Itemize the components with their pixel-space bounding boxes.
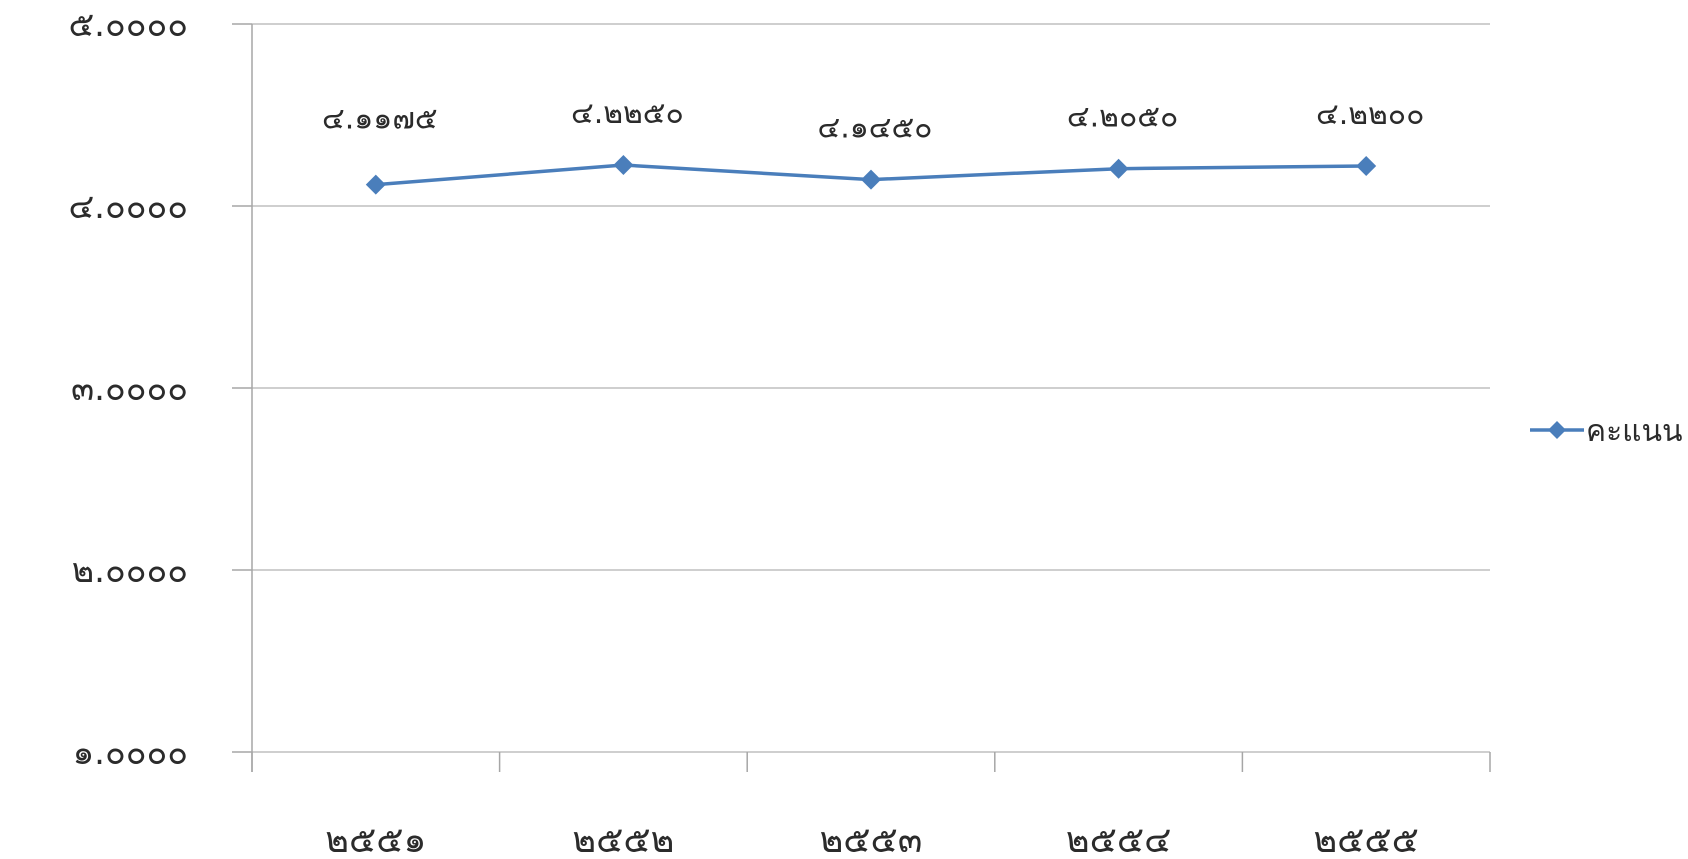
- y-tick-label: ๔.๐๐๐๐: [68, 187, 188, 227]
- series-kha-naen: [365, 155, 1377, 195]
- y-tick-label: ๕.๐๐๐๐: [68, 5, 188, 45]
- gridlines: [252, 23, 1490, 753]
- data-point-marker: [365, 174, 386, 195]
- data-label: ๔.๑๑๗๕: [322, 102, 438, 137]
- x-tick-label: ๒๕๕๓: [820, 820, 923, 859]
- legend-label: คะแนน: [1586, 414, 1683, 449]
- y-tick-label: ๒.๐๐๐๐: [72, 551, 188, 591]
- legend-diamond-marker: [1548, 421, 1566, 439]
- x-tick-label: ๒๕๕๕: [1313, 820, 1418, 859]
- y-tick-label: ๓.๐๐๐๐: [71, 369, 188, 409]
- x-axis-tick-labels: ๒๕๕๑ ๒๕๕๒ ๒๕๕๓ ๒๕๕๔ ๒๕๕๕: [325, 820, 1419, 859]
- data-point-marker: [1108, 158, 1129, 179]
- data-point-marker: [1356, 155, 1377, 176]
- x-tick-label: ๒๕๕๔: [1066, 820, 1171, 859]
- data-label: ๔.๑๔๕๐: [817, 111, 932, 146]
- data-label: ๔.๒๒๐๐: [1316, 97, 1424, 132]
- x-tick-label: ๒๕๕๒: [572, 820, 674, 859]
- data-label: ๔.๒๒๕๐: [571, 96, 684, 131]
- axes: [232, 23, 1491, 772]
- y-tick-label: ๑.๐๐๐๐: [73, 733, 188, 773]
- data-label: ๔.๒๐๕๐: [1067, 100, 1178, 135]
- legend: คะแนน: [1530, 414, 1683, 449]
- data-point-marker: [861, 169, 881, 190]
- data-point-marker: [613, 155, 634, 176]
- x-tick-label: ๒๕๕๑: [325, 820, 426, 859]
- data-labels: ๔.๑๑๗๕ ๔.๒๒๕๐ ๔.๑๔๕๐ ๔.๒๐๕๐ ๔.๒๒๐๐: [322, 96, 1424, 146]
